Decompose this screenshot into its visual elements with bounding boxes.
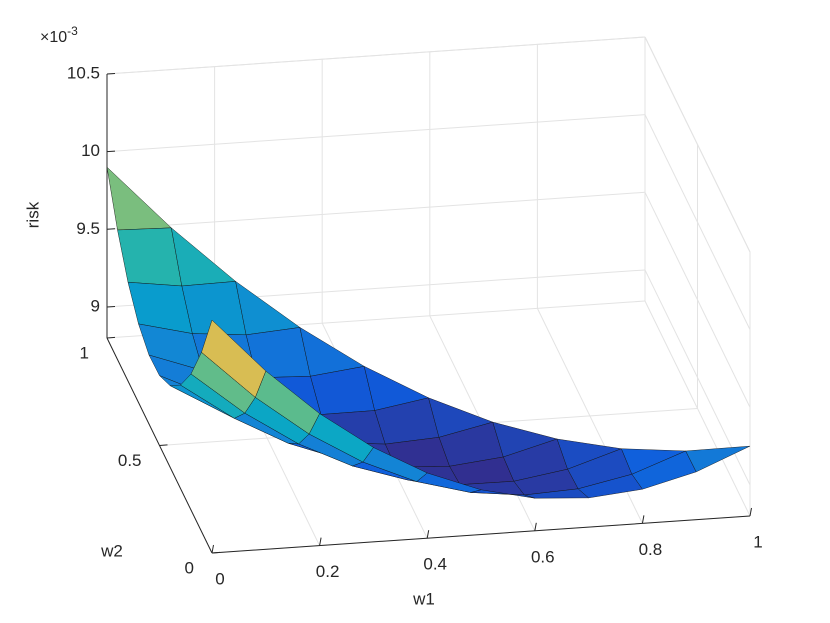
y-tick [211, 551, 221, 554]
surface-cell [685, 445, 751, 473]
z-tick-label: 10.5 [67, 63, 100, 82]
x-tick [211, 544, 214, 554]
x-tick-label: 0.2 [316, 562, 340, 581]
surface-cell [235, 280, 301, 336]
surface-cell [117, 227, 183, 287]
z-tick-label: 10 [81, 141, 100, 160]
surface-cell [201, 319, 267, 398]
surface-cell [170, 227, 237, 287]
x-tick [749, 507, 752, 517]
x-tick-label: 0.4 [423, 555, 447, 574]
surface-cell [106, 166, 172, 231]
z-axis-label: risk [23, 201, 42, 228]
z-tick [106, 305, 116, 308]
z-tick-label: 9.5 [76, 219, 100, 238]
y-tick [159, 444, 168, 446]
grid-line [106, 114, 646, 153]
x-axis-line [211, 515, 751, 554]
grid-line [644, 114, 751, 330]
x-tick-label: 1 [753, 532, 762, 551]
z-multiplier-base: ×10 [40, 29, 67, 46]
box-edge [644, 36, 751, 253]
z-tick [106, 150, 116, 153]
z-tick-label: 9 [91, 296, 100, 315]
y-tick-label: 0 [185, 558, 194, 577]
surface [106, 166, 751, 499]
surface-cell [127, 281, 193, 334]
x-tick [641, 515, 645, 524]
x-tick-label: 0.6 [531, 547, 555, 566]
x-tick-label: 0 [215, 569, 224, 588]
z-multiplier: ×10-3 [40, 24, 78, 46]
z-tick [106, 73, 116, 75]
y-tick-label: 1 [80, 343, 89, 362]
y-tick [106, 336, 116, 339]
y-axis-label: w2 [100, 541, 123, 560]
x-tick [426, 530, 430, 539]
box-edge [106, 36, 646, 75]
x-axis-label: w1 [412, 589, 435, 608]
z-tick [106, 228, 116, 230]
z-multiplier-exponent: -3 [67, 24, 78, 38]
x-tick [319, 537, 322, 546]
y-tick-label: 0.5 [118, 451, 142, 470]
grid-line [106, 191, 646, 230]
grid-line [644, 192, 751, 408]
x-tick-label: 0.8 [639, 540, 663, 559]
x-tick [534, 522, 537, 531]
